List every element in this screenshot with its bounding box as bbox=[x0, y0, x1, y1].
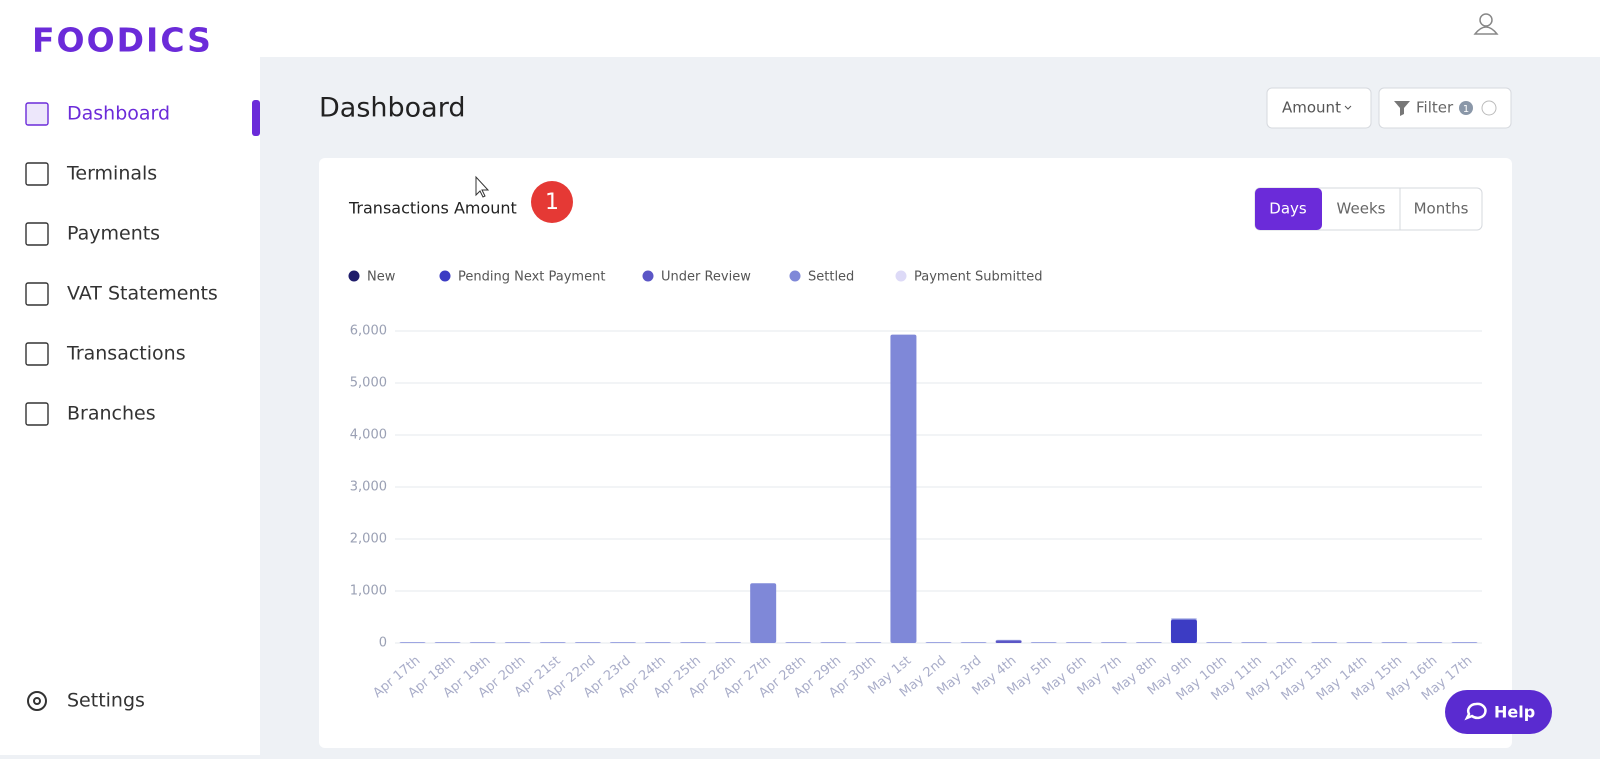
chart-title: Transactions Amount bbox=[348, 199, 517, 218]
bar bbox=[1311, 642, 1338, 643]
nav-item[interactable]: Dashboard bbox=[67, 103, 170, 125]
nav-item[interactable]: VAT Statements bbox=[67, 283, 218, 305]
nav-item[interactable]: Terminals bbox=[66, 163, 157, 185]
bar bbox=[855, 642, 882, 643]
bar bbox=[1276, 642, 1303, 643]
user-icon[interactable] bbox=[1473, 13, 1499, 35]
filter-icon bbox=[1394, 101, 1410, 116]
bar bbox=[925, 642, 952, 643]
legend-swatch bbox=[642, 270, 654, 282]
nav-item[interactable]: Transactions bbox=[66, 343, 186, 365]
nav-icon bbox=[25, 162, 49, 186]
bar bbox=[1170, 618, 1197, 620]
bar bbox=[1030, 642, 1057, 643]
bar bbox=[399, 642, 426, 643]
y-tick-label: 0 bbox=[379, 636, 387, 651]
help-label: Help bbox=[1494, 703, 1535, 722]
page-title: Dashboard bbox=[319, 93, 465, 124]
legend-label[interactable]: Settled bbox=[808, 270, 854, 285]
bar bbox=[1381, 642, 1408, 643]
bar bbox=[995, 640, 1022, 643]
clear-filter[interactable] bbox=[1481, 100, 1497, 116]
y-tick-label: 1,000 bbox=[350, 584, 387, 599]
bar bbox=[1416, 642, 1443, 643]
filter-button[interactable] bbox=[1378, 87, 1512, 129]
bar bbox=[715, 642, 742, 643]
bar bbox=[574, 642, 601, 643]
nav-icon bbox=[25, 282, 49, 306]
bar bbox=[504, 642, 531, 643]
legend-label[interactable]: New bbox=[367, 270, 396, 285]
bar bbox=[1135, 642, 1162, 643]
legend-label[interactable]: Pending Next Payment bbox=[458, 270, 605, 285]
top-bar bbox=[0, 0, 1600, 57]
tab[interactable]: Months bbox=[1414, 200, 1469, 218]
nav-icon bbox=[25, 402, 49, 426]
bar bbox=[750, 583, 777, 643]
bar bbox=[785, 642, 812, 643]
bar bbox=[995, 639, 1022, 641]
legend-swatch bbox=[789, 270, 801, 282]
chevron bbox=[1344, 105, 1352, 110]
y-tick-label: 3,000 bbox=[350, 480, 387, 495]
tab[interactable]: Days bbox=[1269, 200, 1307, 218]
bar bbox=[1206, 642, 1233, 643]
legend-swatch bbox=[348, 270, 360, 282]
bar bbox=[1241, 642, 1268, 643]
legend-label[interactable]: Payment Submitted bbox=[914, 270, 1043, 285]
filter-count: 1 bbox=[1463, 104, 1469, 115]
bar bbox=[434, 642, 461, 643]
amount-label: Amount bbox=[1282, 99, 1341, 117]
amount-dropdown[interactable] bbox=[1266, 87, 1372, 129]
bar bbox=[960, 642, 987, 643]
legend-swatch bbox=[439, 270, 451, 282]
bar bbox=[890, 334, 917, 643]
bar bbox=[1170, 619, 1197, 643]
y-tick-label: 2,000 bbox=[350, 532, 387, 547]
nav-icon bbox=[25, 102, 49, 126]
bar bbox=[680, 642, 707, 643]
nav-item[interactable]: Branches bbox=[67, 403, 156, 425]
cursor bbox=[475, 175, 490, 198]
bar bbox=[1451, 642, 1478, 643]
filter-label: Filter bbox=[1416, 99, 1454, 117]
bar bbox=[539, 642, 566, 643]
nav-item[interactable]: Settings bbox=[67, 690, 145, 712]
bar bbox=[1346, 642, 1373, 643]
bar bbox=[644, 642, 671, 643]
step-marker bbox=[531, 181, 573, 223]
tab-active bbox=[1255, 188, 1322, 230]
settings-icon[interactable] bbox=[27, 691, 47, 711]
bar bbox=[820, 642, 847, 643]
y-tick-label: 4,000 bbox=[350, 428, 387, 443]
step-number: 1 bbox=[545, 190, 559, 215]
bar bbox=[609, 642, 636, 643]
y-tick-label: 6,000 bbox=[350, 324, 387, 339]
active-indicator bbox=[252, 100, 260, 136]
help-icon bbox=[1464, 702, 1487, 721]
tab[interactable]: Weeks bbox=[1337, 200, 1386, 218]
help-button[interactable] bbox=[1445, 690, 1552, 734]
logo: FOODICS bbox=[32, 21, 213, 60]
sidebar bbox=[0, 0, 260, 755]
filter-badge bbox=[1459, 101, 1473, 115]
bar bbox=[469, 642, 496, 643]
bar bbox=[1065, 642, 1092, 643]
y-tick-label: 5,000 bbox=[350, 376, 387, 391]
legend-label[interactable]: Under Review bbox=[661, 270, 751, 285]
nav-icon bbox=[25, 222, 49, 246]
nav-icon bbox=[25, 342, 49, 366]
legend-swatch bbox=[895, 270, 907, 282]
bar bbox=[1100, 642, 1127, 643]
nav-item[interactable]: Payments bbox=[67, 223, 160, 245]
